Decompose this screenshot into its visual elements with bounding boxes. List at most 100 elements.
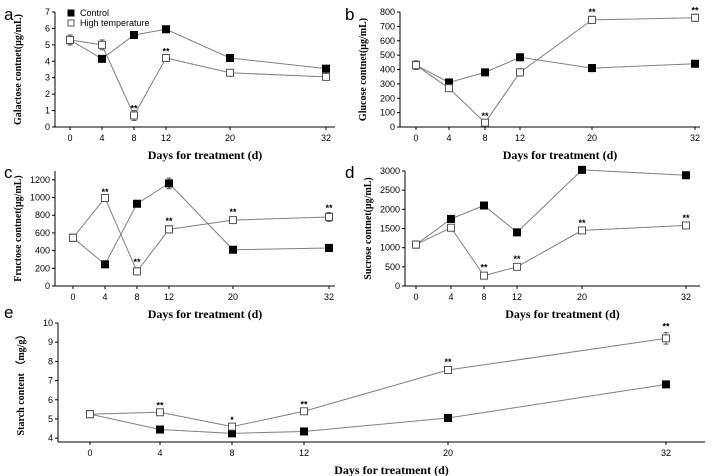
data-point xyxy=(444,414,452,423)
series-high-temperature xyxy=(66,34,330,121)
legend-label-control: Control xyxy=(80,8,109,18)
y-tick-label: 600 xyxy=(35,228,50,238)
data-point xyxy=(300,427,308,436)
y-tick-label: 800 xyxy=(35,210,50,220)
data-point xyxy=(165,179,173,188)
data-point xyxy=(165,225,173,234)
x-tick-label: 32 xyxy=(661,448,671,458)
x-tick-label: 32 xyxy=(690,133,700,143)
y-tick-label: 6 xyxy=(45,23,50,33)
x-tick-label: 4 xyxy=(99,133,104,143)
data-point xyxy=(578,165,586,174)
y-tick-label: 200 xyxy=(380,93,395,103)
x-axis-label: Days for treatment (d) xyxy=(503,148,618,162)
y-tick-label: 6 xyxy=(48,395,53,405)
y-axis-label: Sucrose contnet(μg/mL) xyxy=(363,177,374,279)
y-tick-label: 600 xyxy=(380,36,395,46)
data-point xyxy=(480,201,488,210)
data-point xyxy=(412,61,420,70)
y-tick-label: 0 xyxy=(390,122,395,132)
y-tick-label: 5 xyxy=(48,414,53,424)
significance-mark: ** xyxy=(691,5,699,15)
y-tick-label: 5 xyxy=(45,40,50,50)
significance-mark: ** xyxy=(162,47,170,57)
y-tick-label: 7 xyxy=(48,376,53,386)
panel-letter-e: e xyxy=(4,303,13,322)
panel-c: c 0 200 400 600 800 1000 1200 0 4 8 12 20 32 Days for … xyxy=(4,163,335,321)
data-point xyxy=(300,407,308,416)
y-tick-label: 500 xyxy=(385,262,400,272)
data-point xyxy=(101,193,109,202)
data-point xyxy=(66,35,74,44)
significance-mark: ** xyxy=(588,7,596,17)
data-point xyxy=(156,425,164,434)
data-point xyxy=(444,366,452,375)
data-point xyxy=(322,72,330,81)
x-tick-label: 4 xyxy=(448,292,453,302)
y-axis-label: Glucose contnet(μg/mL) xyxy=(358,18,369,121)
significance-mark: ** xyxy=(101,187,109,197)
x-tick-label: 12 xyxy=(161,133,171,143)
y-tick-label: 700 xyxy=(380,21,395,31)
significance-mark: * xyxy=(324,68,328,78)
series-control xyxy=(86,380,670,438)
y-tick-label: 1000 xyxy=(380,243,400,253)
data-point xyxy=(325,243,333,252)
series-line xyxy=(415,17,696,124)
y-tick-label: 800 xyxy=(380,7,395,17)
data-point xyxy=(162,25,170,34)
x-tick-label: 20 xyxy=(228,292,238,302)
significance-mark: * xyxy=(230,415,234,425)
y-tick-label: 200 xyxy=(35,263,50,273)
series-line xyxy=(69,39,327,117)
y-axis-label: Fructose contnet(μg/mL) xyxy=(13,175,24,281)
data-point xyxy=(447,223,455,232)
data-point xyxy=(226,68,234,77)
y-tick-label: 2500 xyxy=(380,185,400,195)
y-axis-label: Starch content （mg/g） xyxy=(14,330,27,436)
x-tick-label: 20 xyxy=(577,292,587,302)
data-point xyxy=(69,233,77,242)
y-tick-label: 500 xyxy=(380,50,395,60)
data-point xyxy=(516,68,524,77)
panel-b: b 0 100 200 300 400 500 600 700 800 0 4 8 12 20 32 Days … xyxy=(345,5,700,162)
significance-mark: ** xyxy=(444,357,452,367)
x-tick-label: 12 xyxy=(164,292,174,302)
data-point xyxy=(226,54,234,62)
y-tick-label: 0 xyxy=(45,122,50,132)
x-tick-label: 8 xyxy=(131,133,136,143)
significance-mark: ** xyxy=(578,218,586,228)
y-tick-label: 4 xyxy=(48,433,53,443)
x-tick-label: 4 xyxy=(102,292,107,302)
x-tick-label: 32 xyxy=(681,292,691,302)
x-tick-label: 8 xyxy=(229,448,234,458)
x-tick-label: 8 xyxy=(134,292,139,302)
y-tick-label: 10 xyxy=(43,318,53,328)
data-point xyxy=(662,380,670,389)
x-tick-label: 20 xyxy=(225,133,235,143)
y-tick-label: 0 xyxy=(45,281,50,291)
data-point xyxy=(513,228,521,237)
data-point xyxy=(162,54,170,62)
data-point xyxy=(445,84,453,93)
x-tick-label: 0 xyxy=(67,133,72,143)
panel-letter-d: d xyxy=(345,163,354,182)
x-axis-label: Days for treatment (d) xyxy=(148,307,263,321)
y-tick-label: 4 xyxy=(45,56,50,66)
x-tick-label: 4 xyxy=(157,448,162,458)
y-tick-label: 3 xyxy=(45,73,50,83)
x-tick-label: 12 xyxy=(515,133,525,143)
x-axis-label: Days for treatment (d) xyxy=(334,463,449,476)
panel-d: d 0 500 1000 1500 2000 2500 3000 0 4 8 12 20 32 Days f… xyxy=(345,163,700,321)
significance-mark: ** xyxy=(513,254,521,264)
significance-mark: ** xyxy=(133,257,141,267)
data-point xyxy=(691,59,699,68)
series-line xyxy=(69,28,327,70)
x-axis-label: Days for treatment (d) xyxy=(505,307,620,321)
significance-mark: ** xyxy=(156,400,164,410)
data-point xyxy=(480,271,488,280)
data-point xyxy=(682,221,690,230)
